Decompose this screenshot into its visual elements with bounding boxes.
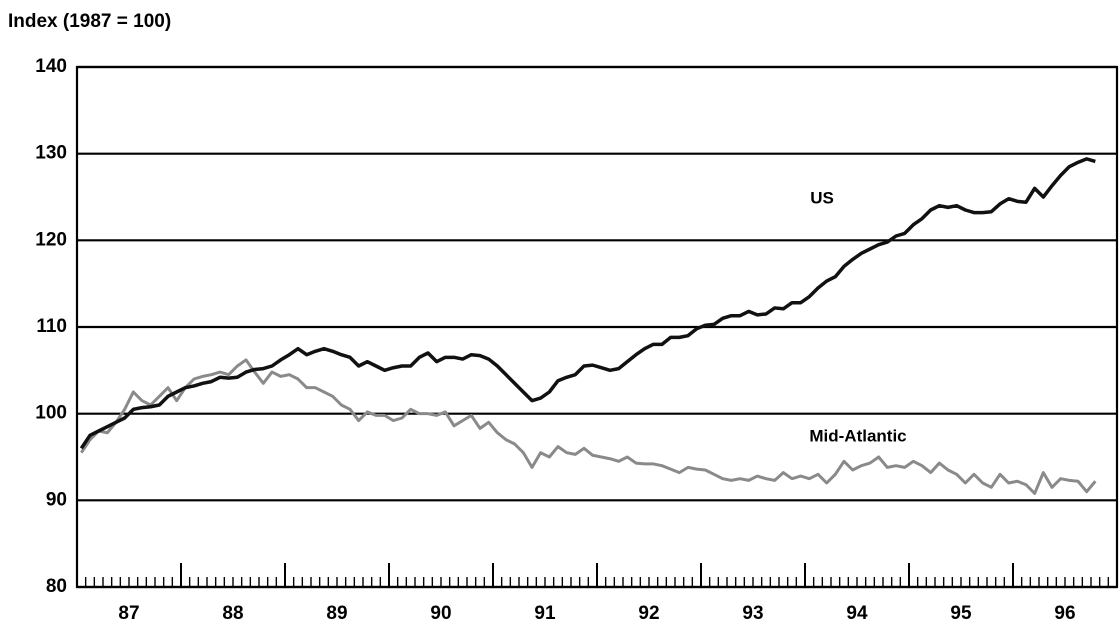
x-tick-label: 87 [118, 603, 139, 624]
series-label: US [810, 188, 834, 207]
x-tick-label: 92 [638, 603, 659, 624]
x-tick-label: 89 [326, 603, 347, 624]
y-tick-label: 110 [36, 316, 67, 337]
x-tick-label: 90 [430, 603, 451, 624]
x-tick-label: 93 [742, 603, 763, 624]
y-tick-label: 100 [35, 403, 67, 424]
x-tick-label: 94 [846, 603, 868, 624]
y-tick-label: 120 [35, 229, 67, 250]
y-tick-label: 130 [35, 143, 67, 164]
x-tick-label: 91 [534, 603, 556, 624]
y-axis-label: Index (1987 = 100) [8, 11, 171, 32]
line-series [79, 157, 1096, 450]
x-tick-label: 88 [222, 603, 243, 624]
y-tick-label: 90 [46, 489, 67, 510]
y-tick-label: 140 [35, 56, 67, 77]
series-label: Mid-Atlantic [809, 426, 906, 445]
line-series [80, 358, 1097, 495]
x-tick-label: 96 [1054, 603, 1075, 624]
y-tick-label: 80 [46, 576, 67, 597]
x-tick-label: 95 [950, 603, 972, 624]
